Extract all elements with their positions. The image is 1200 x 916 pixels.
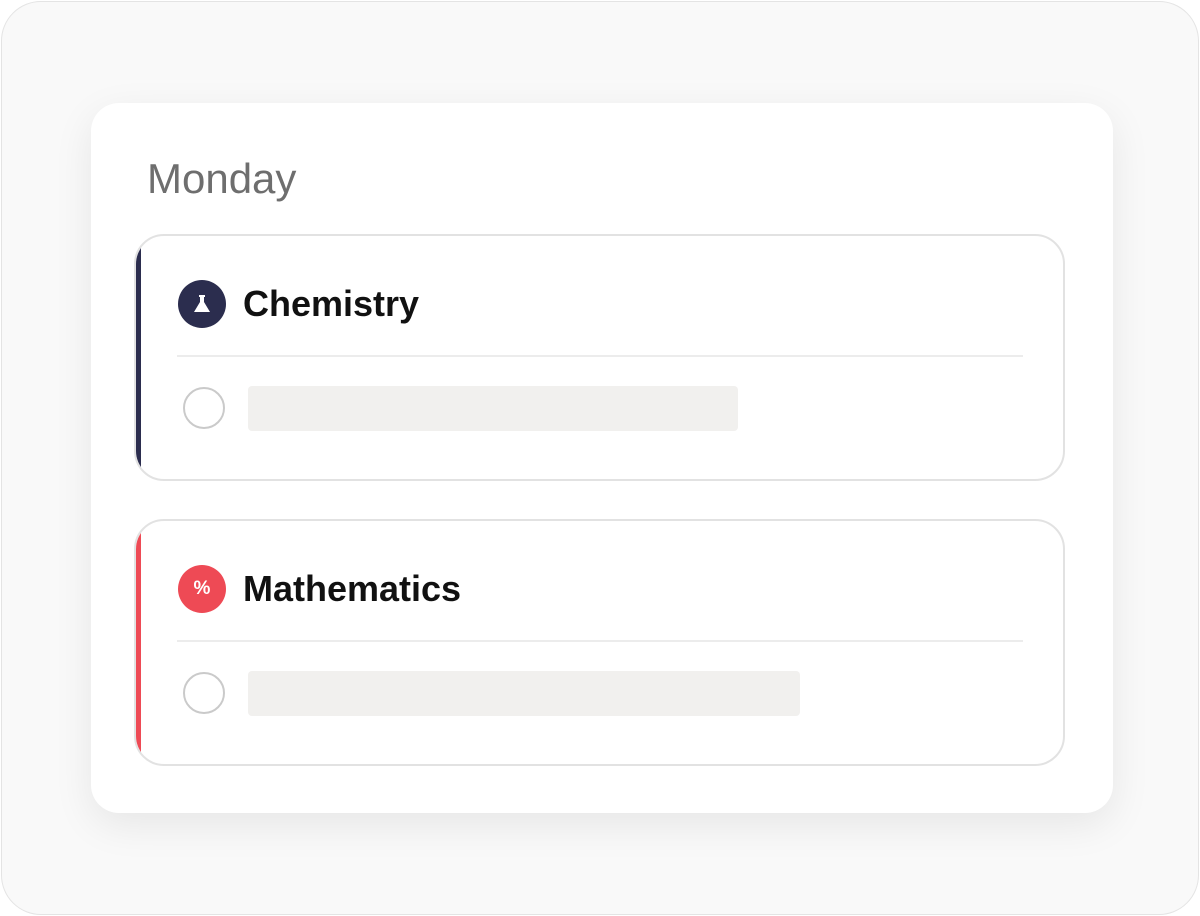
task-checkbox[interactable] — [183, 387, 225, 429]
day-panel: Monday Chemistry % Mathematics — [91, 103, 1113, 813]
percent-icon: % — [178, 565, 226, 613]
subject-card-chemistry[interactable]: Chemistry — [134, 234, 1065, 481]
card-accent — [136, 521, 141, 764]
flask-icon — [178, 280, 226, 328]
task-checkbox[interactable] — [183, 672, 225, 714]
day-heading: Monday — [147, 155, 297, 202]
task-placeholder — [248, 386, 738, 431]
task-placeholder — [248, 671, 800, 716]
subject-card-mathematics[interactable]: % Mathematics — [134, 519, 1065, 766]
subject-title: Chemistry — [243, 283, 420, 324]
divider — [177, 640, 1023, 642]
card-accent — [136, 236, 141, 479]
subject-title: Mathematics — [243, 568, 462, 609]
divider — [177, 355, 1023, 357]
